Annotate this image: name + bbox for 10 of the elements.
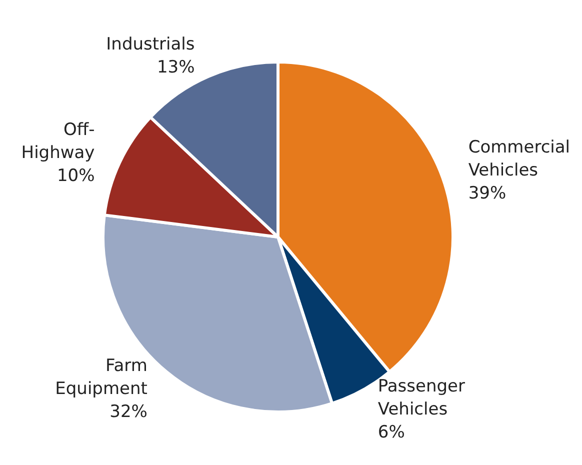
data-label: 13% [156,58,195,78]
data-label: 6% [378,422,405,443]
data-label: 39% [468,183,506,204]
slice-label: Industrials [106,34,195,55]
slice-label: Commercial Vehicles [468,137,570,180]
data-label: 32% [110,402,148,422]
slice-label: Off-Highway [21,120,95,164]
data-label: 10% [56,166,95,186]
slice-label: Passenger Vehicles [378,376,466,420]
slice-label: Farm Equipment [55,356,148,399]
